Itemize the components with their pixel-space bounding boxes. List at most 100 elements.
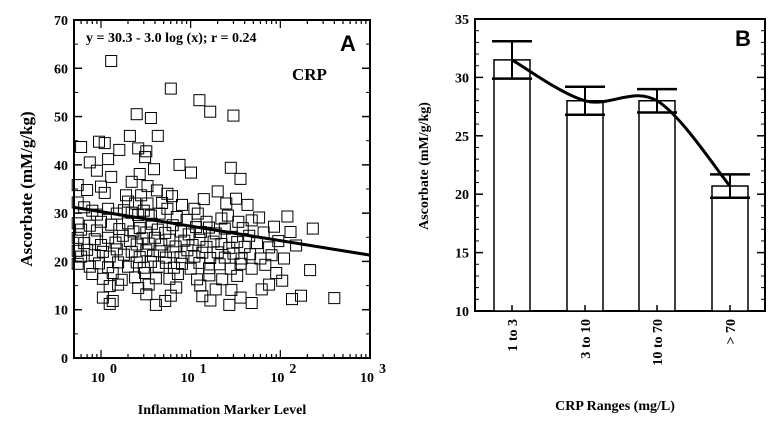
data-point — [120, 189, 132, 202]
panel-b-y-axis-title: Ascorbate (mM/g/kg) — [417, 102, 432, 230]
y-tick-label: 40 — [54, 159, 68, 174]
data-point — [245, 214, 258, 227]
data-point — [191, 207, 204, 220]
data-point — [196, 290, 209, 303]
data-point — [244, 248, 257, 261]
panel-b-x-axis-title: CRP Ranges (mg/L) — [555, 399, 675, 414]
data-point — [181, 244, 194, 257]
data-point — [90, 164, 103, 177]
bar — [711, 185, 749, 312]
data-point — [71, 217, 84, 230]
data-point — [105, 218, 118, 231]
data-point — [98, 137, 111, 150]
data-point — [163, 272, 176, 285]
data-point — [152, 260, 165, 273]
x-tick-exponent: 1 — [200, 362, 207, 377]
data-point — [253, 211, 266, 224]
data-point — [149, 272, 162, 285]
data-point — [227, 247, 240, 260]
data-point — [231, 236, 244, 249]
category-label: 1 to 3 — [506, 319, 521, 352]
category-label: 10 to 70 — [651, 319, 666, 366]
panel-b-plot-frame — [474, 18, 766, 312]
data-point — [130, 108, 143, 121]
data-point — [75, 141, 88, 153]
bar — [493, 59, 531, 312]
data-point — [167, 246, 180, 259]
data-point — [188, 202, 201, 215]
data-point — [83, 260, 96, 273]
x-tick-exponent: 2 — [289, 362, 296, 377]
panel-a-letter: A — [340, 31, 356, 56]
data-point — [133, 222, 146, 235]
data-point — [141, 197, 154, 210]
data-point — [75, 223, 88, 236]
data-point — [135, 189, 148, 202]
data-point — [194, 279, 207, 292]
data-point — [176, 198, 188, 211]
data-point — [71, 257, 84, 270]
data-point — [231, 269, 244, 282]
data-point — [174, 251, 187, 264]
data-point — [193, 233, 206, 246]
x-tick-exponent: 3 — [379, 362, 386, 377]
data-point — [161, 202, 174, 215]
data-point — [178, 234, 191, 247]
data-point — [306, 222, 319, 235]
data-point — [173, 158, 186, 171]
data-point — [204, 105, 217, 118]
y-tick-label: 60 — [54, 62, 68, 77]
panel-a-equation: y = 30.3 - 3.0 log (x); r = 0.24 — [86, 31, 256, 46]
category-label: > 70 — [724, 319, 739, 344]
data-point — [204, 294, 217, 307]
data-point — [197, 193, 210, 206]
panel-a-points — [71, 55, 341, 311]
data-point — [93, 257, 105, 270]
data-point — [245, 262, 258, 275]
y-tick-label: 30 — [54, 207, 68, 222]
data-point — [141, 180, 154, 193]
data-point — [149, 231, 161, 244]
data-point — [159, 256, 172, 269]
data-point — [254, 252, 267, 265]
data-point — [286, 293, 298, 306]
panel-a-regression-line — [73, 205, 371, 257]
data-point — [149, 298, 162, 311]
data-point — [191, 273, 204, 286]
data-point — [232, 215, 245, 228]
data-point — [109, 236, 122, 249]
y-tick-label: 0 — [61, 352, 68, 367]
y-tick-label: 70 — [54, 14, 68, 29]
data-point — [98, 186, 111, 199]
data-point — [139, 151, 152, 164]
data-point — [81, 184, 94, 196]
data-point — [123, 129, 136, 142]
data-point — [140, 288, 153, 301]
data-point — [328, 292, 341, 305]
data-point — [263, 278, 276, 291]
panel-b-x-axis: 1 to 3 3 to 10 10 to 70 > 70 — [506, 305, 739, 366]
data-point — [225, 283, 238, 296]
data-point — [255, 283, 268, 296]
data-point — [103, 280, 116, 293]
data-point — [103, 297, 116, 310]
data-point — [95, 215, 107, 228]
data-point — [218, 222, 231, 235]
data-point — [164, 82, 177, 95]
data-point — [268, 220, 280, 233]
data-point — [182, 228, 195, 241]
data-point — [224, 262, 237, 275]
panel-b-bars — [493, 59, 749, 312]
data-point — [148, 163, 160, 176]
x-tick-label: 10 — [181, 371, 195, 386]
data-point — [102, 231, 115, 244]
x-tick-exponent: 0 — [110, 362, 117, 377]
data-point — [209, 283, 222, 296]
data-point — [90, 224, 103, 237]
data-point — [105, 170, 118, 183]
data-point — [224, 161, 237, 174]
y-tick-label: 10 — [455, 305, 469, 320]
panel-a-marker-label: CRP — [292, 65, 327, 84]
data-point — [220, 197, 233, 210]
data-point — [86, 268, 99, 280]
